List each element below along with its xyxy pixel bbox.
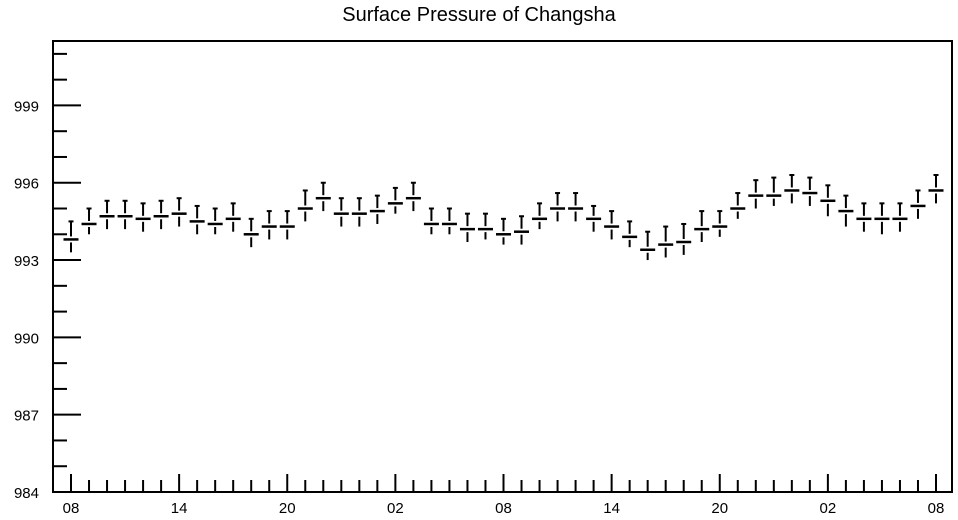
chart-title: Surface Pressure of Changsha	[342, 4, 616, 26]
boxplot-series	[63, 174, 944, 261]
y-tick-label: 993	[14, 253, 39, 270]
box-item	[369, 194, 385, 224]
box-item	[838, 194, 854, 227]
y-tick-label: 996	[14, 176, 39, 193]
box-item	[604, 210, 620, 240]
box-item	[99, 199, 115, 230]
box-item	[459, 212, 475, 243]
box-item	[784, 174, 800, 204]
box-item	[225, 202, 241, 232]
box-item	[874, 202, 890, 235]
x-tick-label: 08	[495, 500, 512, 517]
x-tick-label: 02	[387, 500, 404, 517]
y-tick-label: 990	[14, 330, 39, 347]
y-tick-label: 984	[14, 485, 39, 502]
box-item	[694, 210, 710, 243]
box-item	[477, 212, 493, 240]
box-item	[910, 189, 926, 219]
box-item	[441, 207, 457, 235]
y-axis: 984 987 990 993 996 999	[14, 52, 81, 502]
x-tick-label: 20	[711, 500, 728, 517]
box-item	[333, 197, 349, 227]
box-item	[640, 230, 656, 261]
box-item	[766, 176, 782, 206]
y-tick-label: 999	[14, 98, 39, 115]
box-item	[405, 181, 421, 212]
x-tick-label: 08	[63, 500, 80, 517]
box-item	[189, 204, 205, 235]
box-item	[279, 210, 295, 240]
box-item	[820, 184, 836, 217]
box-item	[63, 220, 79, 253]
x-axis: 08 14 20 02 08 14 20 02 08	[63, 474, 945, 517]
box-item	[514, 215, 530, 245]
box-item	[81, 207, 97, 235]
box-item	[928, 174, 944, 204]
x-tick-label: 14	[171, 500, 188, 517]
box-item	[135, 202, 151, 232]
box-item	[261, 210, 277, 240]
box-item	[171, 197, 187, 227]
box-item	[658, 225, 674, 258]
box-item	[351, 197, 367, 227]
x-tick-label: 08	[928, 500, 945, 517]
box-item	[207, 207, 223, 235]
plot-frame	[52, 40, 953, 493]
y-tick-label: 987	[14, 408, 39, 425]
x-tick-label: 14	[603, 500, 620, 517]
box-item	[586, 204, 602, 232]
box-item	[153, 199, 169, 230]
box-item	[387, 186, 403, 214]
box-item	[730, 192, 746, 219]
box-item	[856, 202, 872, 232]
box-item	[550, 192, 566, 222]
box-item	[496, 217, 511, 245]
box-item	[315, 181, 331, 212]
box-item	[802, 176, 818, 206]
box-item	[297, 189, 313, 222]
box-item	[243, 217, 259, 248]
box-item	[622, 220, 638, 248]
box-item	[676, 222, 692, 255]
box-item	[712, 210, 728, 237]
box-item	[423, 207, 439, 235]
x-tick-label: 02	[820, 500, 837, 517]
box-item	[532, 202, 548, 230]
box-item	[117, 199, 133, 230]
box-item	[568, 192, 584, 222]
x-tick-label: 20	[279, 500, 296, 517]
box-item	[892, 202, 908, 232]
box-item	[748, 179, 764, 209]
